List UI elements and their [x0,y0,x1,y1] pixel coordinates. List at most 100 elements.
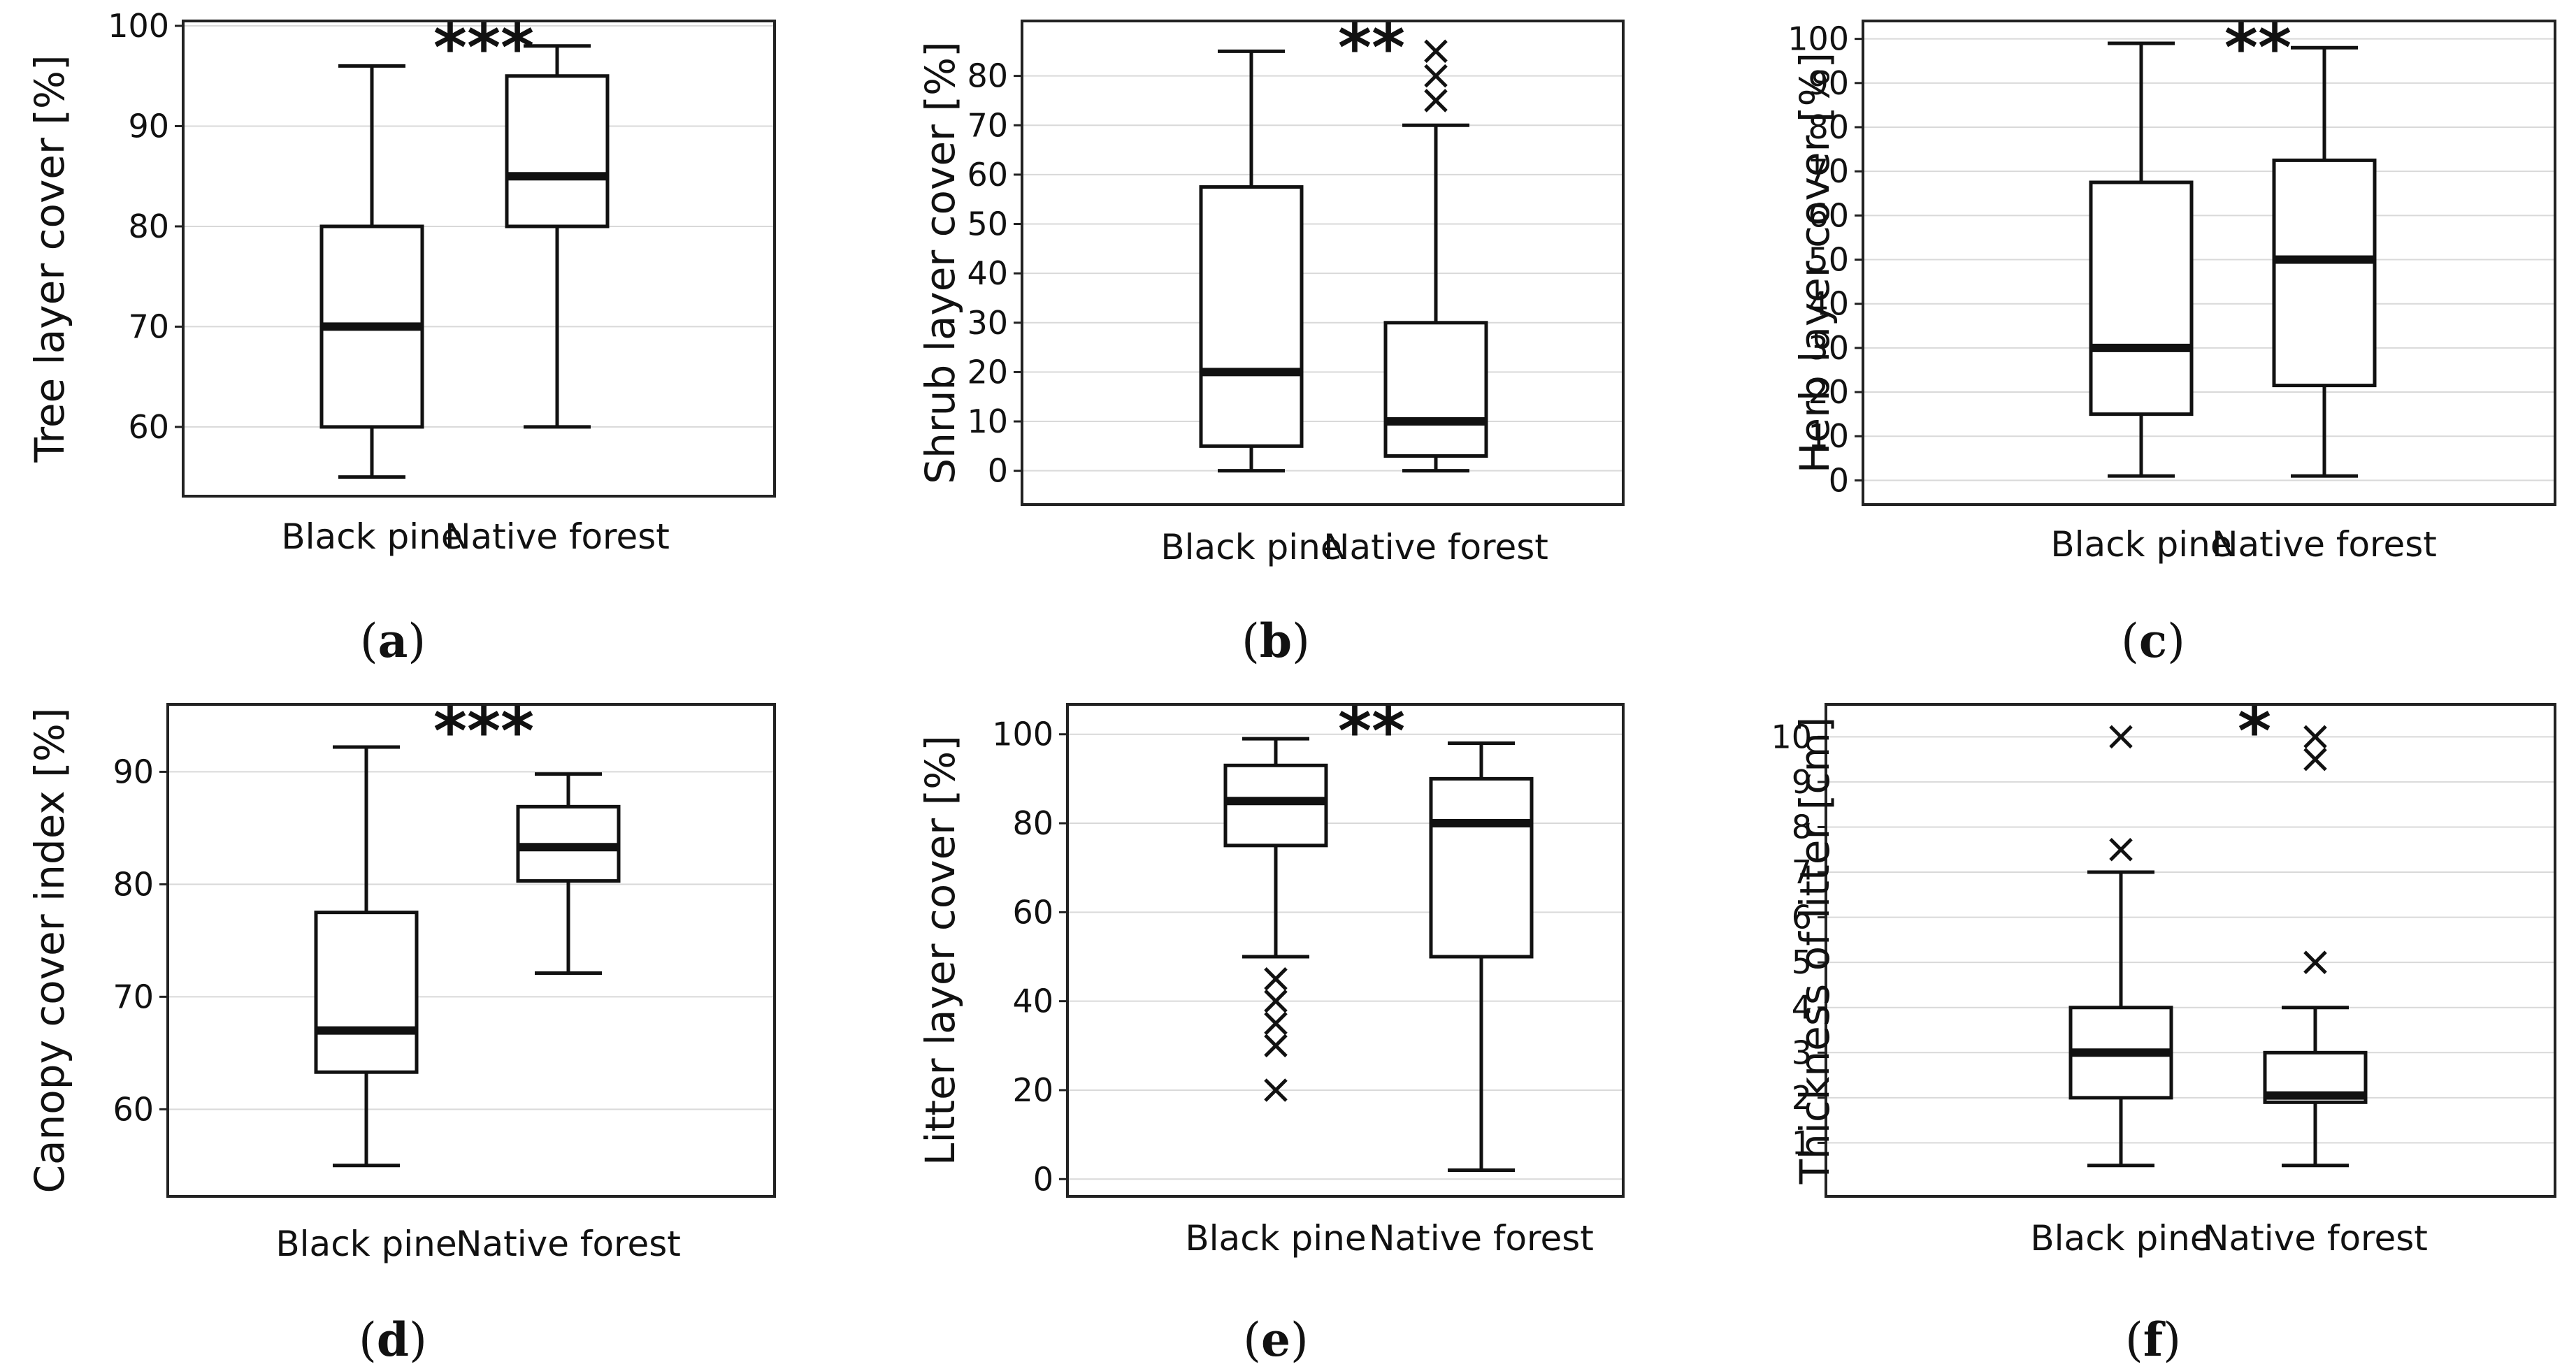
panel-b-y-tick-label: 30 [967,304,1008,342]
panel-a-y-axis-title: Tree layer cover [%] [26,55,73,463]
panel-e-y-axis-title: Litter layer cover [%] [916,735,964,1166]
panel-e-y-tick-label: 0 [1033,1160,1053,1198]
panel-b-native-forest-outlier [1424,89,1448,113]
panel-f-black-pine-category-label: Black pine [2030,1218,2211,1259]
panel-e-black-pine-outlier [1264,989,1288,1013]
panel-b-plot-frame [1021,20,1625,506]
panel-b-black-pine-box [1199,185,1304,448]
panel-f-plot-frame [1825,703,2556,1198]
panel-a-black-pine-category-label: Black pine [281,516,462,557]
panel-c-significance: ** [2224,10,2291,85]
panel-f-black-pine-outlier [2109,725,2133,749]
panel-a-native-forest-category-label: Native forest [445,516,670,557]
panel-a-y-tick-label: 70 [128,307,169,345]
panel-b-y-tick-label: 10 [967,403,1008,440]
panel-e-black-pine-category-label: Black pine [1185,1218,1366,1259]
panel-f-y-tick-label: 10 [1771,718,1812,755]
panel-e-black-pine-box [1223,763,1328,848]
panel-b-y-tick-label: 20 [967,353,1008,391]
panel-e-black-pine-outlier [1264,1011,1288,1036]
panel-e-y-tick-label: 100 [992,716,1053,753]
panel-b-y-tick-label: 80 [967,57,1008,95]
panel-a-y-tick-label: 60 [128,408,169,446]
panel-c-y-tick-label: 80 [1808,108,1849,146]
panel-b-y-tick-label: 50 [967,205,1008,243]
panel-d-y-tick-label: 70 [113,978,154,1015]
panel-b-native-forest-category-label: Native forest [1323,527,1548,567]
panel-e-black-pine-outlier [1264,1078,1288,1102]
panel-f-black-pine-outlier [2109,838,2133,862]
panel-e-significance: ** [1338,694,1405,769]
panel-a-y-tick-label: 90 [128,107,169,145]
panel-a-native-forest-box [505,74,610,229]
panel-f-significance: * [2238,694,2271,769]
panel-d-y-axis-title: Canopy cover index [%] [26,707,73,1193]
panel-a-y-tick-label: 80 [128,208,169,245]
panel-a-tag: (a) [360,614,426,668]
panel-e-y-tick-label: 60 [1012,893,1053,931]
panel-f-y-tick-label: 1 [1792,1124,1812,1161]
panel-c-plot-frame [1862,20,2556,506]
panel-c-y-axis-title: Herb layer cover [%] [1791,52,1839,473]
panel-b-native-forest-outlier [1424,39,1448,64]
panel-c-black-pine-box [2089,180,2194,417]
panel-f-y-tick-label: 6 [1792,899,1812,936]
panel-c-y-tick-label: 60 [1808,196,1849,234]
panel-d-y-tick-label: 80 [113,865,154,903]
panel-c-native-forest-box [2272,158,2377,388]
panel-b-native-forest-box [1383,321,1488,458]
panel-e-y-tick-label: 20 [1012,1071,1053,1109]
panel-c-y-tick-label: 40 [1808,285,1849,323]
panel-f-y-tick-label: 4 [1792,989,1812,1027]
panel-e-plot-frame [1066,703,1625,1198]
panel-a-y-tick-label: 100 [108,7,169,45]
panel-e-black-pine-outlier [1264,967,1288,991]
panel-f-y-tick-label: 8 [1792,808,1812,846]
panel-c-y-tick-label: 100 [1787,20,1849,58]
panel-c-y-tick-label: 70 [1808,152,1849,190]
panel-f-tag: (f) [2125,1312,2181,1367]
panel-c-y-tick-label: 90 [1808,64,1849,102]
panel-c-y-tick-label: 50 [1808,241,1849,279]
panel-d-native-forest-category-label: Native forest [456,1224,681,1264]
panel-e-y-tick-label: 40 [1012,983,1053,1020]
panel-b-y-tick-label: 70 [967,106,1008,144]
panel-d-plot-frame [166,703,776,1198]
panel-c-y-tick-label: 20 [1808,373,1849,411]
panel-a-significance: *** [433,10,534,85]
panel-c-y-tick-label: 0 [1829,461,1849,499]
panel-b-y-axis-title: Shrub layer cover [%] [916,41,964,484]
panel-d-black-pine-category-label: Black pine [275,1224,456,1264]
panel-d-tag: (d) [359,1312,427,1367]
panel-d-significance: *** [433,694,534,769]
panel-e-tag: (e) [1243,1312,1309,1367]
panel-f-native-forest-outlier [2303,747,2327,772]
panel-e-y-tick-label: 80 [1012,804,1053,842]
panel-f-native-forest-outlier [2303,950,2327,974]
panel-b-black-pine-category-label: Black pine [1160,527,1341,567]
panel-f-y-tick-label: 7 [1792,853,1812,891]
panel-b-y-tick-label: 0 [988,452,1008,490]
panel-f-y-tick-label: 2 [1792,1079,1812,1117]
panel-d-y-tick-label: 60 [113,1090,154,1128]
panel-f-y-tick-label: 3 [1792,1034,1812,1071]
panel-d-y-tick-label: 90 [113,753,154,790]
panel-a-plot-frame [182,20,776,498]
panel-f-native-forest-outlier [2303,725,2327,749]
panel-f-native-forest-category-label: Native forest [2203,1218,2428,1259]
panel-c-black-pine-category-label: Black pine [2050,524,2231,565]
panel-c-y-tick-label: 30 [1808,329,1849,367]
panel-f-y-tick-label: 9 [1792,763,1812,801]
panel-e-native-forest-category-label: Native forest [1369,1218,1594,1259]
panel-c-y-tick-label: 10 [1808,417,1849,455]
panel-f-y-tick-label: 5 [1792,943,1812,981]
panel-e-black-pine-outlier [1264,1034,1288,1058]
panel-e-native-forest-box [1429,776,1534,959]
panel-b-y-tick-label: 40 [967,254,1008,292]
panel-b-significance: ** [1338,10,1405,85]
panel-b-tag: (b) [1242,614,1310,668]
panel-b-y-tick-label: 60 [967,156,1008,194]
panel-c-native-forest-category-label: Native forest [2212,524,2437,565]
panel-b-native-forest-outlier [1424,64,1448,88]
